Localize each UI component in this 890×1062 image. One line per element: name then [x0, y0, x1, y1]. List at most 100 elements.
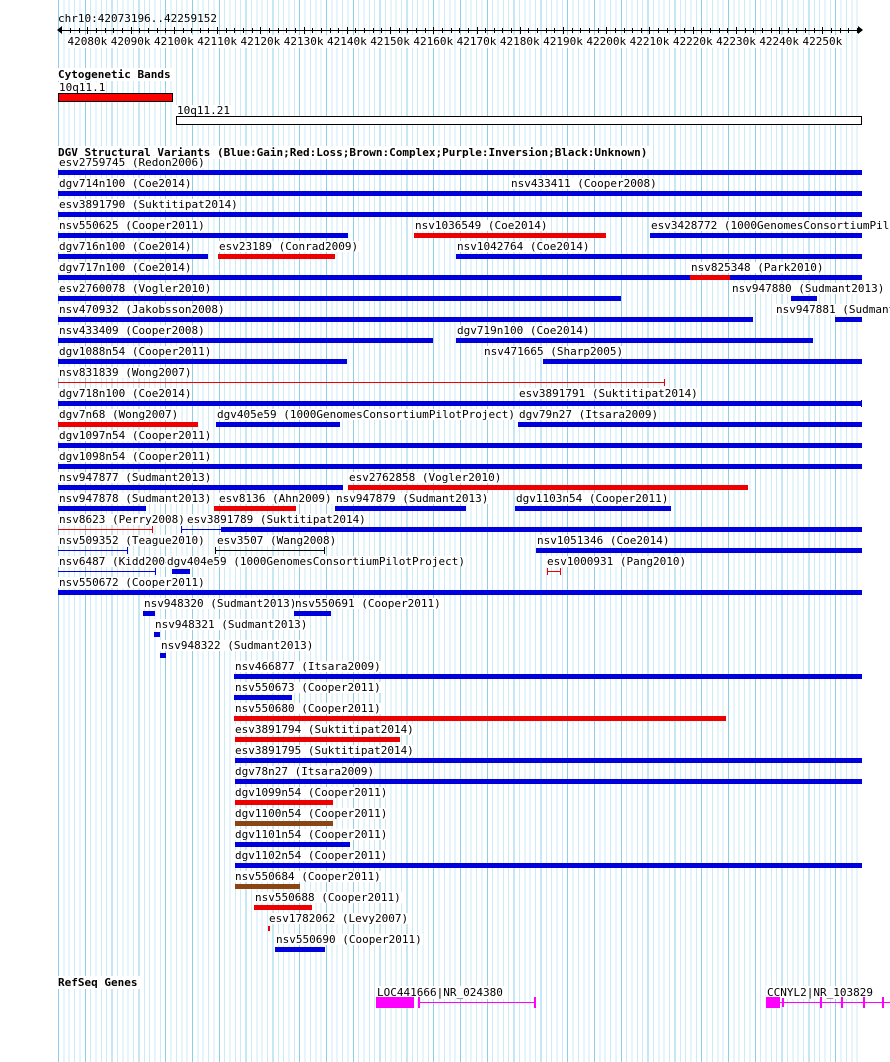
- dgv-variant-bar[interactable]: [664, 379, 665, 386]
- dgv-variant-bar[interactable]: [58, 529, 153, 530]
- dgv-variant-bar[interactable]: [234, 716, 726, 721]
- dgv-variant-bar[interactable]: [543, 359, 862, 364]
- dgv-variant-bar[interactable]: [58, 275, 862, 280]
- dgv-variant-bar[interactable]: [58, 443, 862, 448]
- ruler-tick-minor: [831, 28, 833, 33]
- ruler-tick-minor: [104, 28, 106, 33]
- refseq-gene-exon-tick[interactable]: [418, 997, 420, 1008]
- dgv-variant-bar[interactable]: [518, 422, 862, 427]
- dgv-variant-bar[interactable]: [58, 485, 343, 490]
- refseq-gene-exon-tick[interactable]: [863, 997, 865, 1008]
- dgv-variant-label: nsv948321 (Sudmant2013): [154, 618, 309, 631]
- dgv-variant-bar[interactable]: [58, 233, 348, 238]
- dgv-variant-bar[interactable]: [181, 529, 221, 530]
- dgv-variant-bar[interactable]: [58, 317, 753, 322]
- dgv-variant-bar[interactable]: [861, 400, 862, 407]
- refseq-gene-exon-tick[interactable]: [534, 997, 536, 1008]
- dgv-variant-bar[interactable]: [835, 317, 862, 322]
- dgv-variant-bar[interactable]: [58, 422, 198, 427]
- dgv-variant-bar[interactable]: [456, 254, 862, 259]
- dgv-variant-bar[interactable]: [235, 863, 862, 868]
- dgv-variant-bar[interactable]: [58, 590, 862, 595]
- dgv-variant-bar[interactable]: [127, 547, 128, 554]
- coordinate-ruler[interactable]: [57, 26, 863, 34]
- dgv-variant-bar[interactable]: [215, 547, 216, 554]
- cytoband-bar[interactable]: [58, 93, 173, 102]
- dgv-variant-bar[interactable]: [235, 758, 862, 763]
- dgv-variant-bar[interactable]: [58, 170, 862, 175]
- dgv-variant-bar[interactable]: [172, 569, 190, 574]
- dgv-variant-bar[interactable]: [234, 695, 292, 700]
- ruler-tick-minor: [571, 28, 573, 33]
- dgv-variant-label: esv3891789 (Suktitipat2014): [186, 513, 367, 526]
- dgv-variant-bar[interactable]: [160, 653, 166, 658]
- dgv-variant-label: dgv1097n54 (Cooper2011): [58, 429, 213, 442]
- dgv-variant-bar[interactable]: [324, 547, 325, 554]
- dgv-variant-bar[interactable]: [181, 526, 182, 533]
- dgv-variant-bar[interactable]: [218, 254, 335, 259]
- dgv-variant-bar[interactable]: [570, 191, 862, 196]
- cytoband-bar[interactable]: [176, 116, 862, 125]
- dgv-variant-bar[interactable]: [515, 506, 671, 511]
- dgv-variant-bar[interactable]: [294, 611, 331, 616]
- dgv-variant-bar[interactable]: [216, 422, 340, 427]
- refseq-gene-exon-tick[interactable]: [841, 997, 843, 1008]
- dgv-variant-bar[interactable]: [268, 926, 270, 931]
- ruler-tick-label: 42230k: [715, 35, 757, 48]
- dgv-variant-bar[interactable]: [58, 359, 347, 364]
- refseq-gene-exon-tick[interactable]: [882, 997, 884, 1008]
- ruler-tick-minor: [122, 28, 123, 33]
- dgv-variant-bar[interactable]: [155, 568, 156, 575]
- dgv-variant-bar[interactable]: [560, 568, 561, 575]
- refseq-gene-exon[interactable]: [376, 997, 414, 1008]
- dgv-variant-bar[interactable]: [58, 382, 665, 383]
- dgv-variant-bar[interactable]: [58, 464, 862, 469]
- dgv-variant-label: esv3891794 (Suktitipat2014): [234, 723, 415, 736]
- dgv-variant-bar[interactable]: [215, 550, 325, 551]
- dgv-variant-bar[interactable]: [221, 527, 862, 532]
- dgv-variant-bar[interactable]: [152, 526, 153, 533]
- dgv-variant-bar[interactable]: [456, 338, 813, 343]
- dgv-variant-bar[interactable]: [547, 571, 561, 572]
- dgv-variant-bar[interactable]: [235, 779, 862, 784]
- dgv-variant-bar[interactable]: [518, 401, 766, 406]
- dgv-variant-bar[interactable]: [58, 296, 621, 301]
- dgv-variant-bar[interactable]: [235, 737, 400, 742]
- ruler-tick-label: 42100k: [153, 35, 195, 48]
- dgv-variant-bar[interactable]: [235, 821, 333, 826]
- dgv-variant-bar[interactable]: [235, 842, 350, 847]
- dgv-variant-bar[interactable]: [547, 568, 548, 575]
- dgv-variant-bar[interactable]: [536, 548, 862, 553]
- ruler-tick-minor: [787, 28, 789, 33]
- dgv-variant-bar[interactable]: [58, 338, 433, 343]
- dgv-variant-label: nsv471665 (Sharp2005): [483, 345, 625, 358]
- refseq-gene-exon-tick[interactable]: [820, 997, 822, 1008]
- dgv-variant-bar[interactable]: [254, 905, 312, 910]
- dgv-variant-bar[interactable]: [58, 254, 208, 259]
- dgv-variant-bar[interactable]: [234, 674, 862, 679]
- ruler-tick-minor: [450, 28, 452, 33]
- dgv-variant-bar[interactable]: [235, 800, 333, 805]
- dgv-variant-bar[interactable]: [58, 571, 156, 572]
- dgv-variant-bar[interactable]: [58, 212, 862, 217]
- refseq-gene-exon-tick[interactable]: [782, 998, 784, 1007]
- ruler-tick-label: 42180k: [498, 35, 541, 48]
- dgv-variant-label: nsv466877 (Itsara2009): [234, 660, 382, 673]
- dgv-variant-bar[interactable]: [791, 296, 817, 301]
- dgv-variant-bar[interactable]: [154, 632, 160, 637]
- dgv-variant-bar[interactable]: [766, 403, 862, 404]
- dgv-variant-bar[interactable]: [335, 506, 466, 511]
- dgv-variant-bar[interactable]: [58, 550, 128, 551]
- dgv-variant-bar[interactable]: [214, 506, 296, 511]
- dgv-variant-bar[interactable]: [143, 611, 155, 616]
- dgv-variant-bar[interactable]: [348, 485, 748, 490]
- ruler-tick-minor: [710, 28, 712, 33]
- dgv-variant-bar[interactable]: [58, 506, 146, 511]
- ruler-tick-minor: [848, 28, 850, 33]
- dgv-variant-bar[interactable]: [414, 233, 606, 238]
- dgv-variant-bar[interactable]: [235, 884, 300, 889]
- dgv-variant-bar[interactable]: [690, 275, 730, 280]
- ruler-tick-minor: [459, 28, 461, 33]
- dgv-variant-bar[interactable]: [650, 233, 862, 238]
- dgv-variant-bar[interactable]: [275, 947, 325, 952]
